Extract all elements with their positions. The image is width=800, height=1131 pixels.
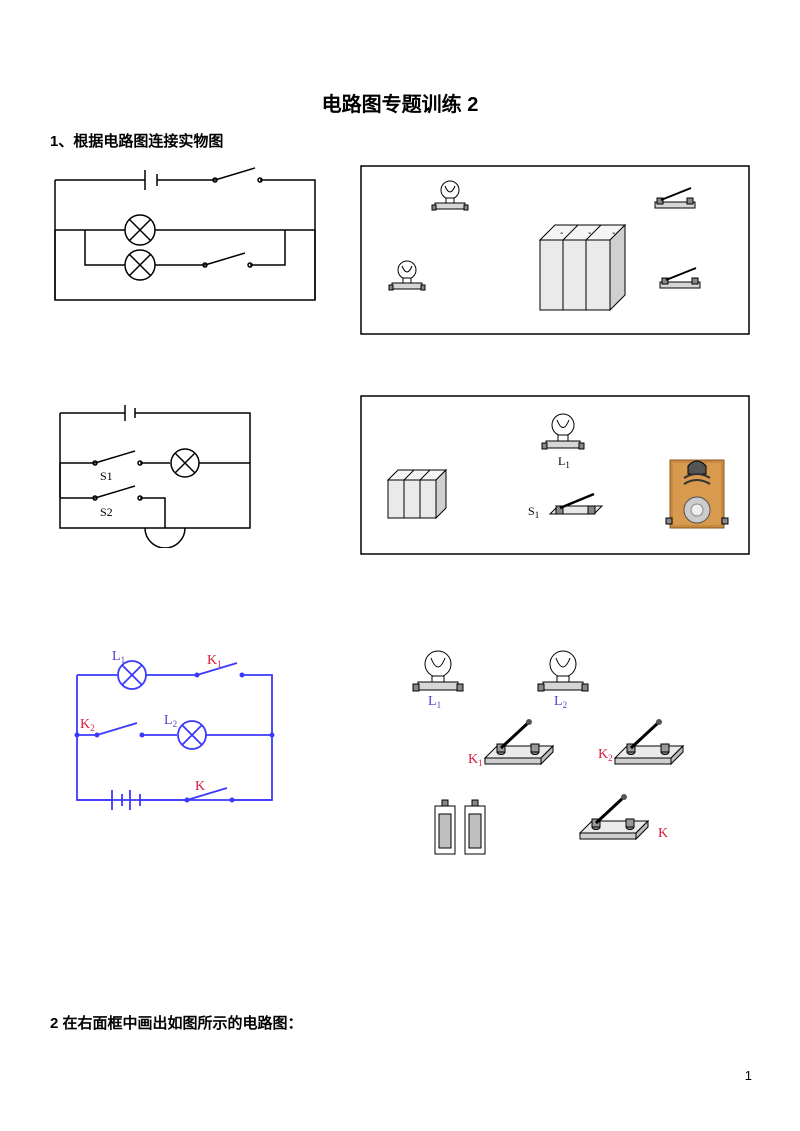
label-k2: K2 <box>80 717 95 733</box>
label-l2c: L2 <box>164 713 177 729</box>
circuit-3-physical: L1 L2 K1 K2 <box>380 645 740 875</box>
circuit-1-schematic <box>45 160 325 320</box>
label-k1: K1 <box>207 653 222 669</box>
label-k: K <box>195 779 205 794</box>
label-s2: S2 <box>100 505 113 519</box>
svg-text:-: - <box>612 228 615 239</box>
label-l2d: L2 <box>554 694 567 710</box>
bulb-icon <box>432 181 468 210</box>
circuit-1-physical: - - - <box>360 165 750 335</box>
label-k2d: K2 <box>598 747 613 763</box>
svg-text:-: - <box>560 228 563 239</box>
label-kd: K <box>658 826 668 841</box>
label-l1c: L1 <box>112 650 125 665</box>
section-2-heading: 2 在右面框中画出如图所示的电路图： <box>50 1012 303 1033</box>
label-l1: L1 <box>558 454 570 470</box>
svg-text:-: - <box>588 228 591 239</box>
circuit-2-physical: L1 S1 <box>360 395 750 555</box>
page-number: 1 <box>745 1068 752 1083</box>
circuit-3-schematic: L1 K1 K2 L2 K <box>62 650 292 820</box>
section-1-heading: 1、根据电路图连接实物图 <box>50 130 223 151</box>
page-title: 电路图专题训练 2 <box>0 88 800 117</box>
circuit-2-schematic: S1 S2 <box>50 398 270 548</box>
label-l1d: L1 <box>428 694 441 710</box>
switch-icon <box>660 268 700 288</box>
label-s1b: S1 <box>528 504 539 520</box>
switch-icon <box>655 188 695 208</box>
bulb-icon <box>389 261 425 290</box>
label-s1: S1 <box>100 469 113 483</box>
label-k1d: K1 <box>468 752 483 768</box>
